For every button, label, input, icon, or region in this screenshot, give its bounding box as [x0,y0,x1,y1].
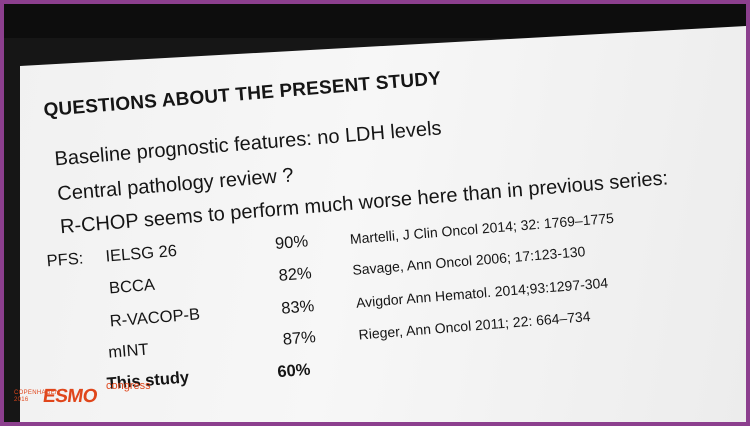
pfs-value-ielsg26: 90% [274,232,309,254]
logo-location-text: COPENHAGEN 2016 [14,390,60,404]
logo-congress-text: congress [106,380,151,392]
study-name-bcca: BCCA [108,275,156,298]
bullet-line-ldh: Baseline prognostic features: no LDH lev… [53,117,443,171]
reference-mint: Rieger, Ann Oncol 2011; 22: 664–734 [358,308,592,343]
pfs-value-bcca: 82% [277,264,313,285]
slide-content: QUESTIONS ABOUT THE PRESENT STUDY Baseli… [4,4,746,421]
dark-background [4,4,746,38]
reference-rvacopb: Avigdor Ann Hematol. 2014;93:1297-304 [355,274,609,311]
esmo-congress-logo: COPENHAGEN 2016 ESMO congress [14,380,174,414]
logo-esmo-text: ESMO [41,386,99,407]
projector-photo: QUESTIONS ABOUT THE PRESENT STUDY Baseli… [4,4,746,422]
logo-city: COPENHAGEN [14,390,60,396]
study-name-mint: mINT [107,340,150,362]
pfs-value-rvacopb: 83% [280,297,315,318]
reference-ielsg26: Martelli, J Clin Oncol 2014; 32: 1769–17… [349,209,615,247]
study-name-rvacopb: R-VACOP-B [109,305,201,331]
reference-bcca: Savage, Ann Oncol 2006; 17:123-130 [351,243,586,278]
study-name-ielsg26: IELSG 26 [104,241,178,266]
projection-screen [20,26,746,422]
pfs-value-mint: 87% [282,328,317,349]
pfs-label: PFS: [46,249,85,271]
logo-year: 2016 [14,397,29,403]
pfs-value-this-study: 60% [276,360,312,382]
slide-title: QUESTIONS ABOUT THE PRESENT STUDY [42,68,442,122]
